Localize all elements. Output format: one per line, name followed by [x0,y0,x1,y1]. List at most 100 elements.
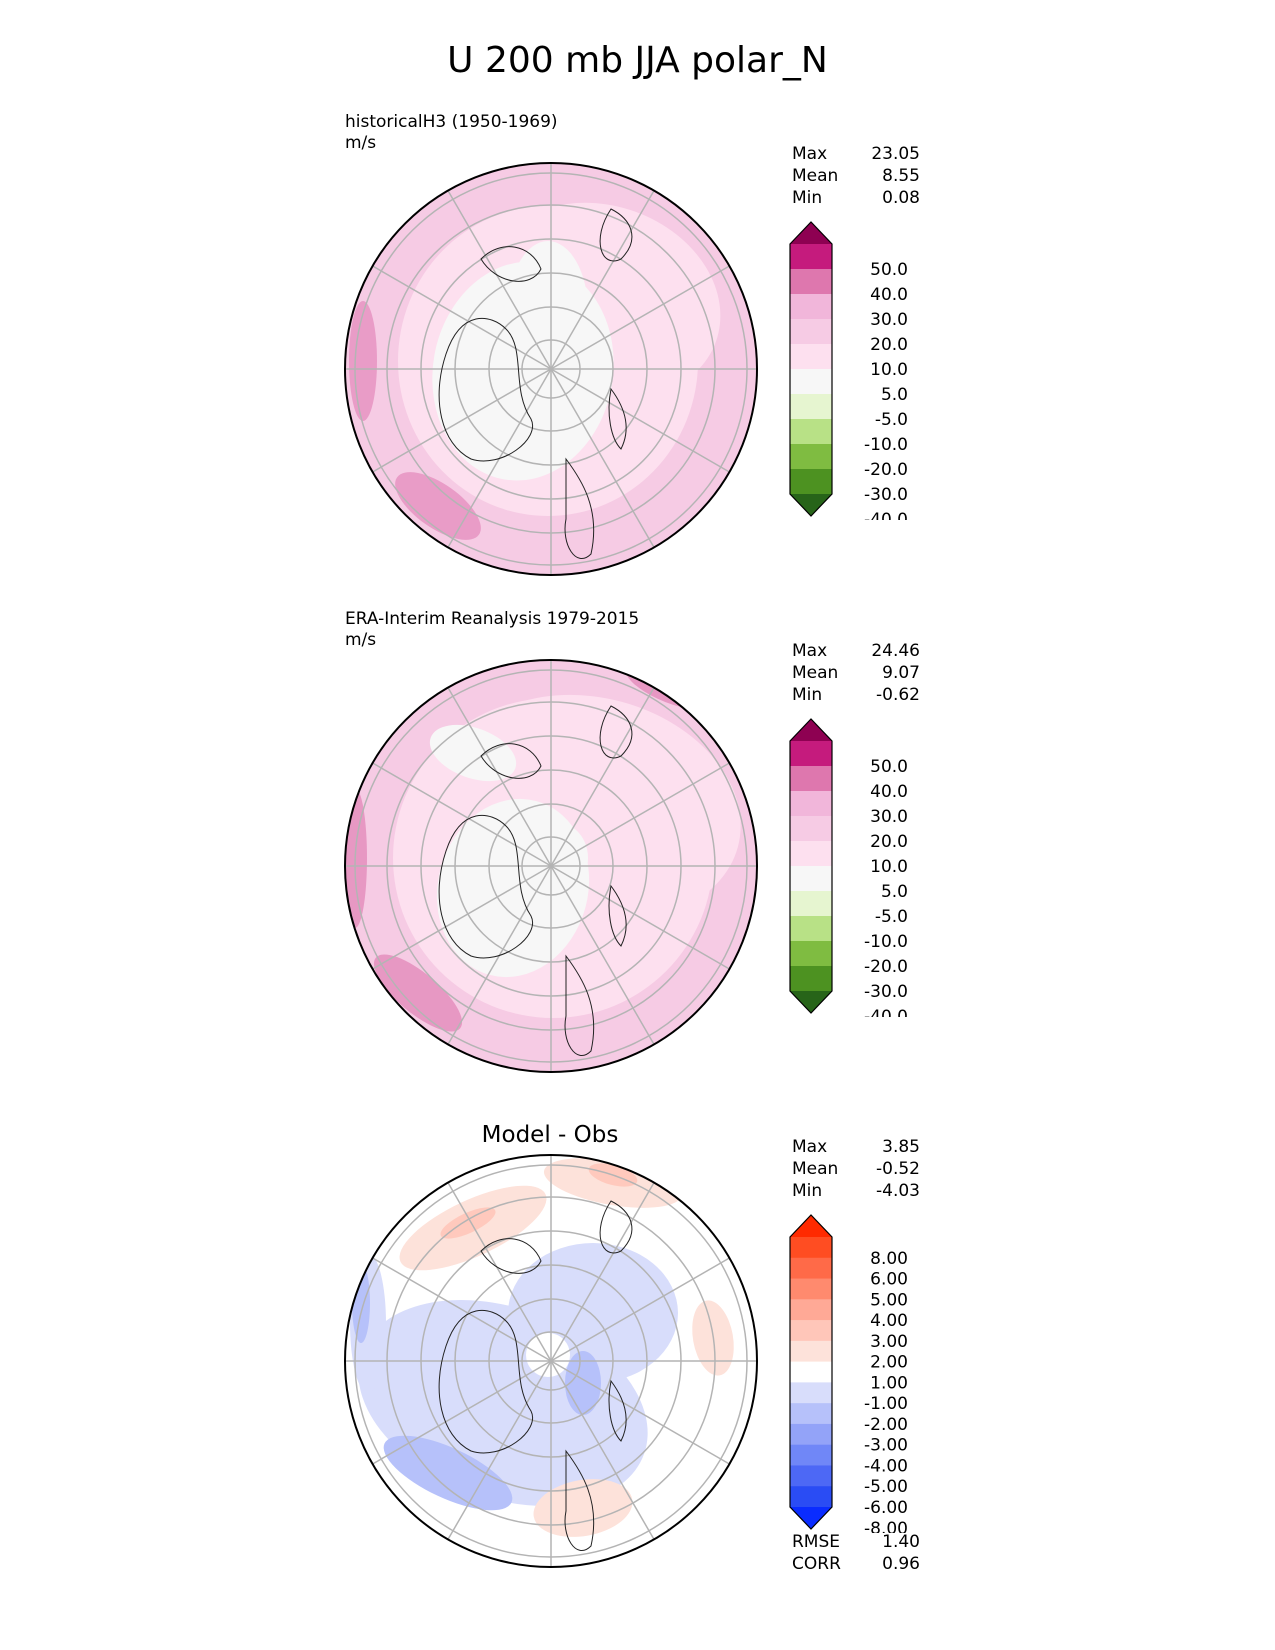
meridian-line [447,687,552,867]
colorbar-tick-label: -5.0 [875,907,908,927]
colorbar-tick-label: 40.0 [870,285,908,305]
coastline [438,317,534,462]
stat-min-label: Min [792,188,823,208]
coastline [438,814,534,959]
stats-diff: Max 3.85 Mean -0.52 Min -4.03 [792,1136,920,1202]
meridian-line [550,762,730,867]
colorbar-extend-max [790,1215,832,1237]
coastline [480,246,542,282]
colorbar-diff: 8.006.005.004.003.002.001.00-1.00-2.00-3… [789,1214,908,1533]
colorbar-swatch [790,1299,832,1321]
colorbar-tick-label: 50.0 [870,260,908,280]
colorbar-swatch [790,419,832,445]
coastline [608,884,627,947]
colorbar-tick-label: -20.0 [864,957,908,977]
colorbar-tick-label: -20.0 [864,460,908,480]
contour-region [349,301,377,421]
coastline [599,1200,633,1254]
colorbar-swatch [790,766,832,792]
colorbar-tick-label: -8.00 [864,1519,908,1533]
panel-obs-title: ERA-Interim Reanalysis 1979-2015 [345,609,640,629]
colorbar-extend-max [790,719,832,741]
colorbar-tick-label: -30.0 [864,982,908,1002]
meridian-line [372,1257,552,1362]
colorbar-swatch [790,1237,832,1259]
stat-max-label: Max [792,641,828,661]
map-field [345,1155,757,1567]
contour-region [533,1479,633,1537]
meridian-line [550,368,730,473]
colorbar-tick-label: -10.0 [864,435,908,455]
colorbar-swatch [790,344,832,370]
stat-min-value: 0.08 [882,188,920,208]
colorbar-swatch [790,741,832,767]
meridian-line [447,1182,552,1362]
stat-max-value: 24.46 [871,641,920,661]
colorbar-swatch [790,444,832,470]
colorbar-tick-label: -3.00 [864,1436,908,1456]
colorbar-tick-label: -2.00 [864,1415,908,1435]
colorbar-tick-label: -5.0 [875,410,908,430]
coastline [599,208,633,262]
coastline [480,1238,542,1274]
colorbar-swatch [790,966,832,992]
stat-mean-value: 9.07 [882,663,920,683]
colorbar-swatch [790,841,832,867]
colorbar-tick-label: 2.00 [870,1353,908,1373]
corr-label: CORR [792,1554,841,1574]
stat-max-value: 3.85 [882,1137,920,1157]
colorbar-swatch [790,269,832,295]
contour-region [565,1351,601,1415]
colorbar-outline [789,1214,833,1530]
colorbar-tick-label: -40.0 [864,1007,908,1017]
stat-min-label: Min [792,1181,823,1201]
stat-min-label: Min [792,685,823,705]
stats-obs: Max 24.46 Mean 9.07 Min -0.62 [792,640,920,706]
meridian-line [550,368,655,548]
colorbar-obs: 50.0 40.0 30.0 20.0 10.0 5.0 -5.0 -10.0 -20.0 -30… [789,718,908,1017]
colorbar-tick-label: -5.00 [864,1477,908,1497]
coastline [438,1309,534,1454]
colorbar-tick-label: -30.0 [864,485,908,505]
meridian-line [550,190,655,370]
colorbar-tick-label: 30.0 [870,807,908,827]
rmse-label: RMSE [792,1532,841,1552]
contour-region [528,823,588,893]
colorbar-tick-label: 5.0 [881,882,908,902]
meridian-line [550,687,655,867]
colorbar-tick-label: -10.0 [864,932,908,952]
coastline [564,1449,595,1552]
stat-mean-label: Mean [792,663,839,683]
figure-title: U 200 mb JJA polar_N [447,40,828,81]
colorbar-swatch [790,816,832,842]
map-field [345,163,757,575]
panel-model-header: historicalH3 (1950-1969) m/s [345,112,558,154]
panel-obs-header: ERA-Interim Reanalysis 1979-2015 m/s [345,609,639,651]
colorbar-tick-label: 5.0 [881,385,908,405]
colorbar-swatch [790,1340,832,1363]
colorbar-swatch [790,1361,832,1383]
meridian-line [550,865,730,970]
colorbar-swatch [790,941,832,967]
panel-obs-units: m/s [345,630,377,650]
colorbar-swatch [790,1486,832,1508]
colorbar-tick-label: 20.0 [870,832,908,852]
colorbar-tick-label: 50.0 [870,757,908,777]
colorbar-swatch [790,891,832,917]
map-boundary [344,1154,758,1568]
colorbar-model: 50.0 40.0 30.0 20.0 10.0 5.0 -5.0 -10.0 -20.0 -30… [789,221,908,520]
colorbar-extend-min [790,991,832,1013]
meridian-line [372,1360,552,1465]
colorbar-tick-label: -1.00 [864,1394,908,1414]
colorbar-tick-label: 10.0 [870,360,908,380]
colorbar-tick-label: -40.0 [864,510,908,520]
colorbar-swatch [790,1423,832,1446]
coastline [564,457,595,560]
colorbar-swatch [790,369,832,395]
meridian-line [447,190,552,370]
contour-region [508,241,588,381]
map-boundary [344,162,758,576]
contour-region [352,1263,370,1343]
colorbar-tick-label: 5.00 [870,1290,908,1310]
colorbar-swatch [790,916,832,942]
